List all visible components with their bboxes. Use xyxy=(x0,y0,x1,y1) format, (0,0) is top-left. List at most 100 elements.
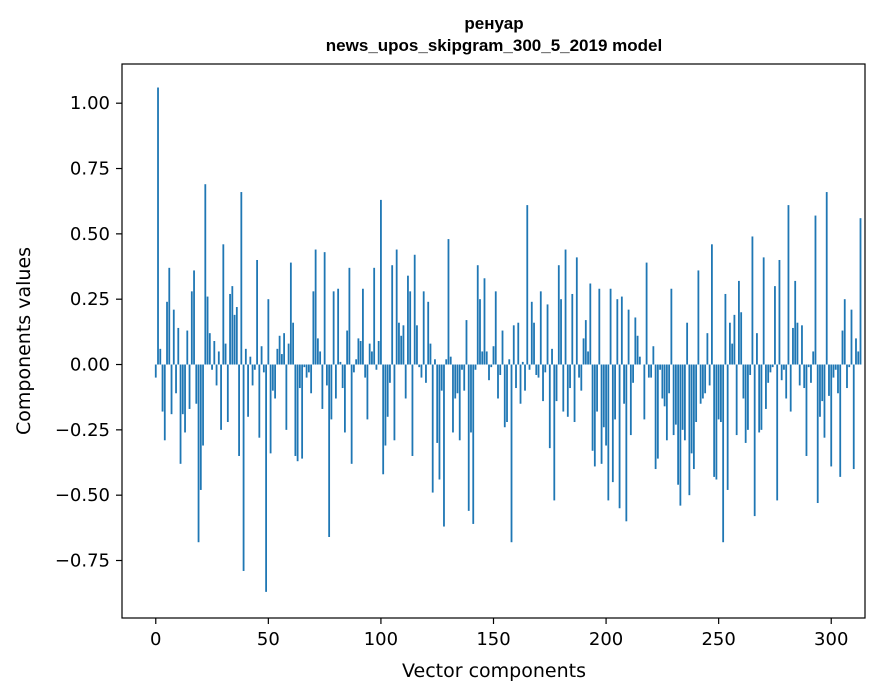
bar xyxy=(859,218,862,365)
bar xyxy=(334,364,337,399)
x-tick-label: 50 xyxy=(257,629,280,650)
bar xyxy=(436,364,439,443)
bar xyxy=(643,364,646,420)
bar xyxy=(562,364,565,412)
bar xyxy=(325,364,328,386)
bar xyxy=(659,364,662,370)
bar xyxy=(807,364,810,368)
bar xyxy=(801,325,803,365)
bar xyxy=(623,364,625,404)
bar xyxy=(391,265,394,365)
bar xyxy=(420,364,423,378)
bar xyxy=(316,338,319,365)
bar xyxy=(195,364,198,404)
bar xyxy=(163,364,166,441)
bar xyxy=(557,265,560,365)
bar xyxy=(269,364,272,454)
bar xyxy=(683,364,686,441)
bar xyxy=(409,291,412,365)
bar xyxy=(314,249,317,365)
bar xyxy=(652,346,655,365)
bar xyxy=(454,364,457,399)
bar xyxy=(175,364,177,394)
bar xyxy=(692,364,695,470)
bar xyxy=(341,364,344,389)
bar xyxy=(542,364,544,402)
bar xyxy=(440,364,443,391)
bar xyxy=(506,364,508,423)
bar xyxy=(319,351,322,365)
bar xyxy=(215,364,218,386)
bar xyxy=(794,280,797,365)
bar xyxy=(224,343,227,365)
bar xyxy=(181,364,184,415)
bar xyxy=(305,364,308,378)
bar xyxy=(283,333,286,365)
bar xyxy=(686,322,689,365)
bar xyxy=(488,364,490,381)
bar xyxy=(539,291,542,365)
bar xyxy=(706,333,709,365)
bar xyxy=(524,364,526,391)
x-tick-label: 0 xyxy=(150,629,161,650)
bar xyxy=(359,341,362,365)
bar xyxy=(472,364,475,524)
bar xyxy=(701,364,704,399)
bar xyxy=(247,364,249,417)
bar xyxy=(447,239,450,365)
bar xyxy=(656,364,659,459)
bar xyxy=(170,364,173,415)
bar xyxy=(393,364,396,441)
bar xyxy=(765,364,767,409)
chart-title: ренуар xyxy=(464,14,523,33)
bar xyxy=(285,364,288,430)
x-tick-label: 200 xyxy=(589,629,623,650)
bar xyxy=(235,307,238,365)
bar xyxy=(519,364,522,404)
bar xyxy=(582,338,585,365)
bar xyxy=(697,270,700,365)
bar xyxy=(166,301,168,365)
y-axis-label: Components values xyxy=(13,247,35,435)
bar xyxy=(233,314,236,365)
bar xyxy=(834,364,837,370)
bar xyxy=(157,87,159,365)
bar xyxy=(564,249,567,365)
bar xyxy=(566,364,569,417)
bar xyxy=(188,364,191,409)
bar xyxy=(438,364,441,480)
bar xyxy=(602,364,605,428)
bar xyxy=(600,364,603,464)
bar xyxy=(769,364,772,373)
bar xyxy=(767,364,770,383)
bar xyxy=(553,364,556,501)
bar xyxy=(573,364,576,423)
bar xyxy=(792,327,794,365)
bar xyxy=(249,356,252,365)
bar xyxy=(456,364,459,394)
bar xyxy=(490,364,493,368)
bar xyxy=(386,364,389,417)
bar xyxy=(222,244,225,365)
bar xyxy=(467,364,470,511)
bar xyxy=(717,364,720,420)
x-axis-ticks: 0 50 100 150 200 250 300 xyxy=(150,618,848,650)
bar xyxy=(413,254,416,365)
bar xyxy=(823,364,826,438)
bar xyxy=(819,364,821,417)
bar xyxy=(665,364,668,441)
bar xyxy=(172,309,175,365)
bar xyxy=(521,361,524,365)
bar xyxy=(528,364,531,370)
bar xyxy=(470,364,472,433)
bar xyxy=(611,364,614,483)
x-axis-label: Vector components xyxy=(402,660,586,682)
bar xyxy=(708,364,711,386)
bar xyxy=(596,364,598,412)
bar xyxy=(650,364,653,378)
bar xyxy=(161,364,164,412)
bar xyxy=(722,364,725,543)
bar xyxy=(695,364,698,423)
bar xyxy=(614,364,616,420)
